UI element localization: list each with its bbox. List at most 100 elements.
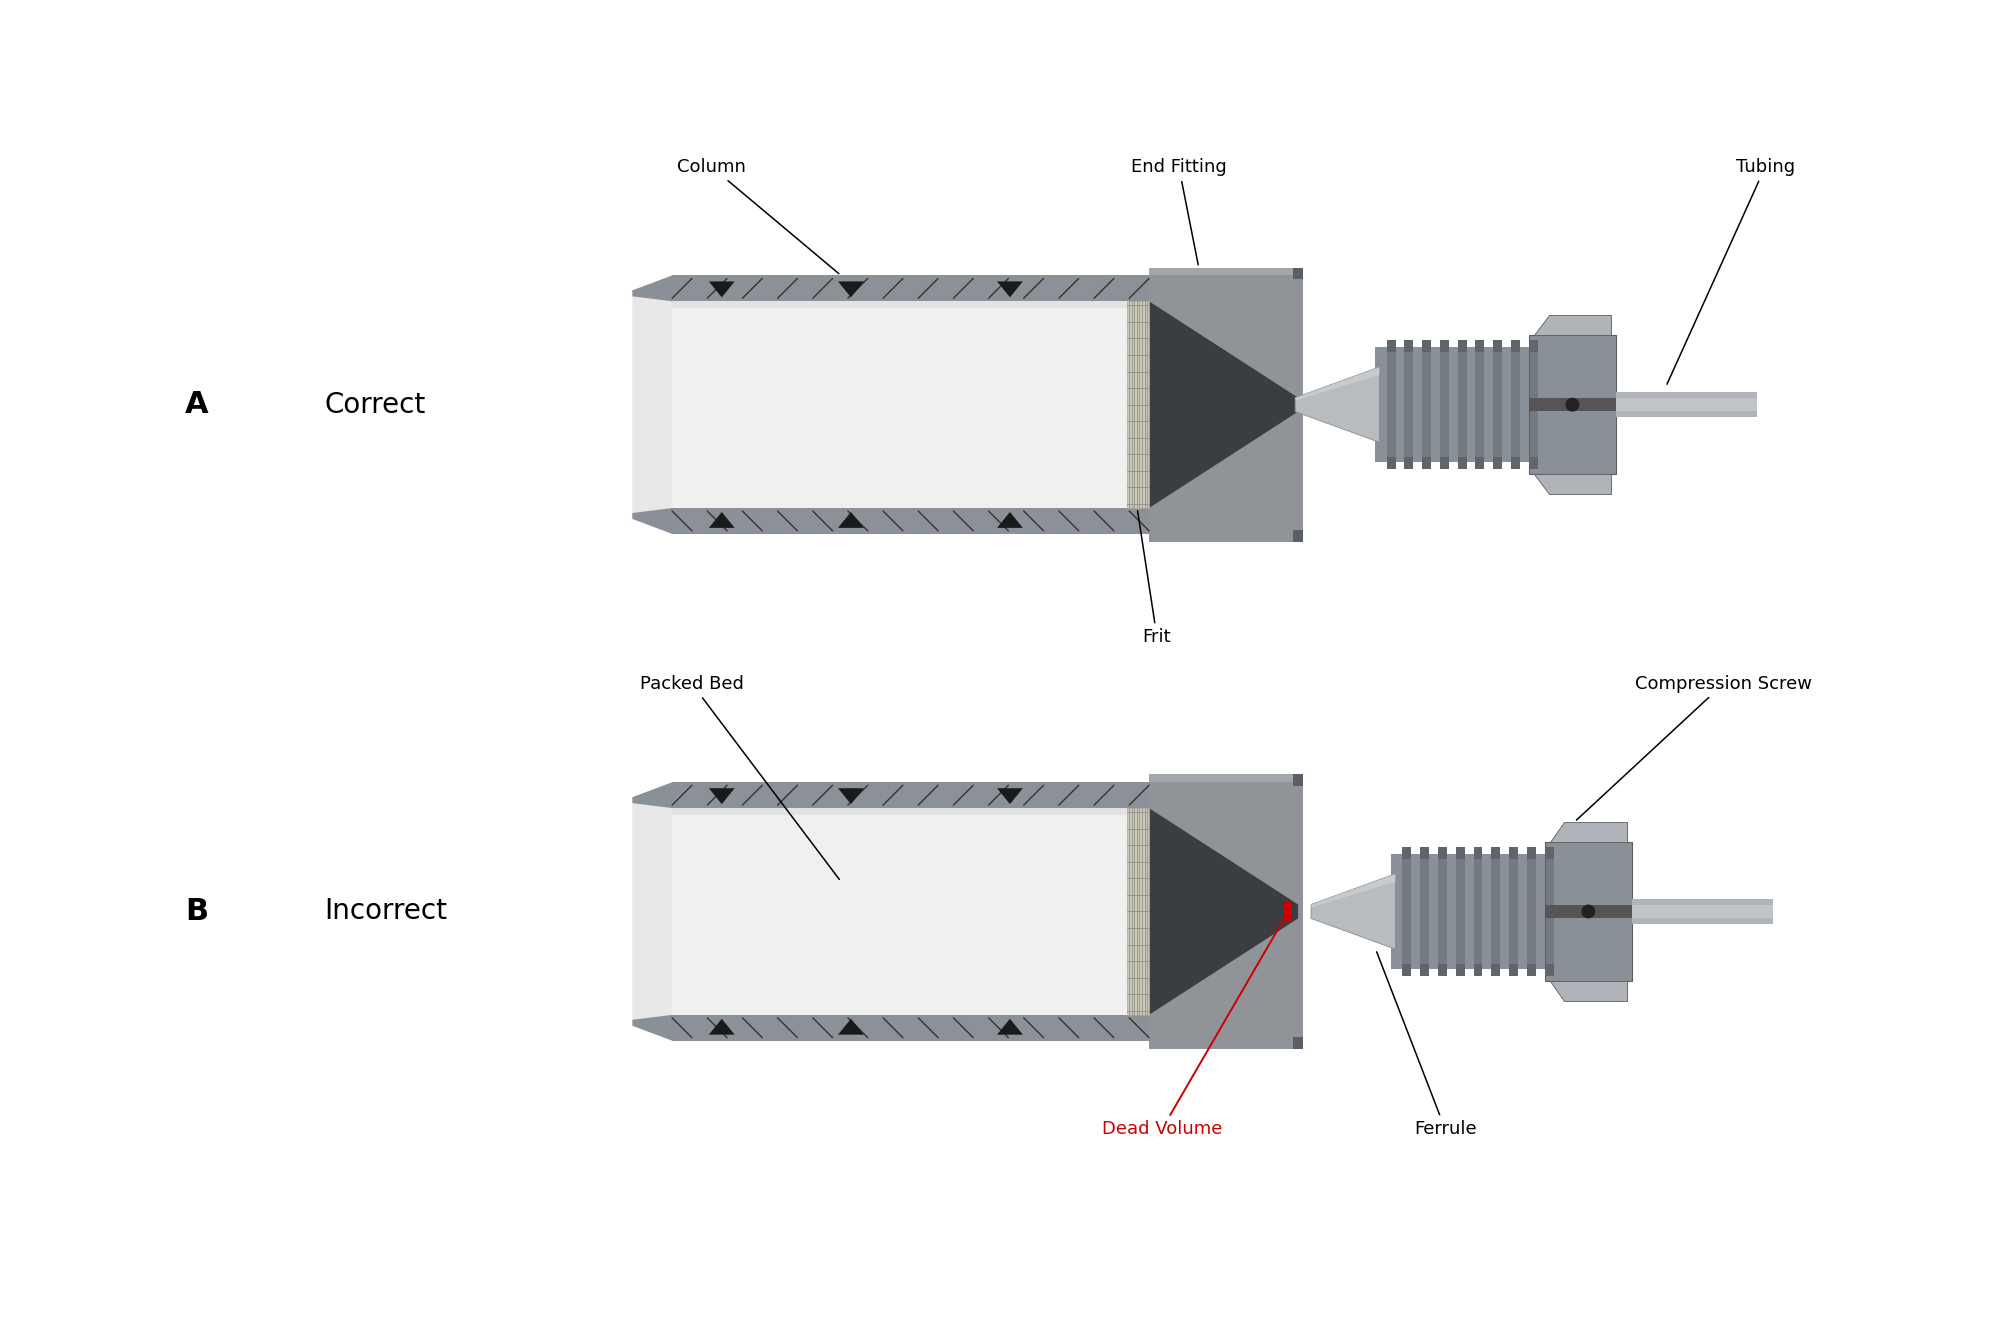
Polygon shape <box>838 1018 864 1034</box>
Polygon shape <box>708 281 734 297</box>
Polygon shape <box>1402 846 1412 858</box>
Polygon shape <box>1440 347 1448 463</box>
Polygon shape <box>1438 846 1446 858</box>
Polygon shape <box>1494 457 1502 469</box>
Polygon shape <box>998 512 1022 528</box>
Polygon shape <box>1294 529 1304 541</box>
Polygon shape <box>1296 367 1380 401</box>
Text: Column: Column <box>678 159 838 273</box>
Polygon shape <box>1528 340 1538 352</box>
Polygon shape <box>1128 301 1150 508</box>
Text: Correct: Correct <box>324 391 426 419</box>
Text: Packed Bed: Packed Bed <box>640 674 840 880</box>
Polygon shape <box>1544 842 1632 981</box>
Polygon shape <box>1422 347 1432 463</box>
Polygon shape <box>1528 457 1538 469</box>
Polygon shape <box>1420 846 1430 858</box>
Polygon shape <box>1150 301 1298 508</box>
Polygon shape <box>1440 340 1448 352</box>
Polygon shape <box>1294 1037 1304 1049</box>
Polygon shape <box>1390 854 1550 969</box>
Polygon shape <box>1312 873 1396 908</box>
Polygon shape <box>1510 854 1518 969</box>
Polygon shape <box>708 788 734 804</box>
Polygon shape <box>1544 964 1554 976</box>
Polygon shape <box>1528 335 1616 475</box>
Polygon shape <box>1296 367 1380 443</box>
Polygon shape <box>672 808 1150 814</box>
Polygon shape <box>1150 268 1304 541</box>
Polygon shape <box>1492 846 1500 858</box>
Polygon shape <box>1510 347 1520 463</box>
Polygon shape <box>1526 846 1536 858</box>
Polygon shape <box>838 281 864 297</box>
Polygon shape <box>1150 808 1298 1014</box>
Polygon shape <box>708 512 734 528</box>
Polygon shape <box>1128 808 1150 1014</box>
Polygon shape <box>1420 964 1430 976</box>
Polygon shape <box>1294 774 1304 786</box>
Polygon shape <box>1550 981 1628 1001</box>
Polygon shape <box>1492 964 1500 976</box>
Polygon shape <box>1544 846 1554 858</box>
Polygon shape <box>1528 347 1538 463</box>
Polygon shape <box>1492 854 1500 969</box>
Polygon shape <box>1616 392 1758 417</box>
Polygon shape <box>1420 854 1430 969</box>
Polygon shape <box>632 1014 672 1041</box>
Polygon shape <box>1616 399 1758 411</box>
Polygon shape <box>1284 901 1292 922</box>
Polygon shape <box>1474 854 1482 969</box>
Polygon shape <box>632 782 672 808</box>
Polygon shape <box>1422 340 1432 352</box>
Text: Frit: Frit <box>1138 511 1172 647</box>
Text: End Fitting: End Fitting <box>1130 159 1226 265</box>
Polygon shape <box>1476 347 1484 463</box>
Polygon shape <box>1474 964 1482 976</box>
Polygon shape <box>1510 846 1518 858</box>
Polygon shape <box>1404 347 1414 463</box>
Polygon shape <box>1476 457 1484 469</box>
Polygon shape <box>672 301 1150 308</box>
Polygon shape <box>1494 347 1502 463</box>
Polygon shape <box>1456 846 1464 858</box>
Polygon shape <box>1550 822 1628 842</box>
Polygon shape <box>632 276 672 301</box>
Polygon shape <box>1440 457 1448 469</box>
Polygon shape <box>838 512 864 528</box>
Polygon shape <box>1374 347 1534 463</box>
Polygon shape <box>1150 774 1304 1049</box>
Polygon shape <box>1534 475 1612 495</box>
Polygon shape <box>1544 905 1632 918</box>
Polygon shape <box>1456 964 1464 976</box>
Polygon shape <box>1510 340 1520 352</box>
Circle shape <box>1566 397 1580 412</box>
Polygon shape <box>1510 964 1518 976</box>
Polygon shape <box>672 276 1150 301</box>
Polygon shape <box>1458 347 1466 463</box>
Polygon shape <box>1386 347 1396 463</box>
Polygon shape <box>1456 854 1464 969</box>
Polygon shape <box>838 788 864 804</box>
Polygon shape <box>1402 854 1412 969</box>
Polygon shape <box>672 808 1150 1014</box>
Polygon shape <box>672 301 1150 508</box>
Polygon shape <box>1476 340 1484 352</box>
Polygon shape <box>1312 873 1396 949</box>
Polygon shape <box>1150 268 1304 276</box>
Polygon shape <box>998 788 1022 804</box>
Polygon shape <box>1526 964 1536 976</box>
Text: Ferrule: Ferrule <box>1376 952 1476 1138</box>
Polygon shape <box>1438 854 1446 969</box>
Polygon shape <box>1534 315 1612 335</box>
Polygon shape <box>1404 340 1414 352</box>
Polygon shape <box>1474 846 1482 858</box>
Polygon shape <box>998 1018 1022 1034</box>
Text: Incorrect: Incorrect <box>324 897 448 925</box>
Polygon shape <box>672 1014 1150 1041</box>
Polygon shape <box>1494 340 1502 352</box>
Polygon shape <box>1422 457 1432 469</box>
Polygon shape <box>998 281 1022 297</box>
Polygon shape <box>1438 964 1446 976</box>
Polygon shape <box>1526 854 1536 969</box>
